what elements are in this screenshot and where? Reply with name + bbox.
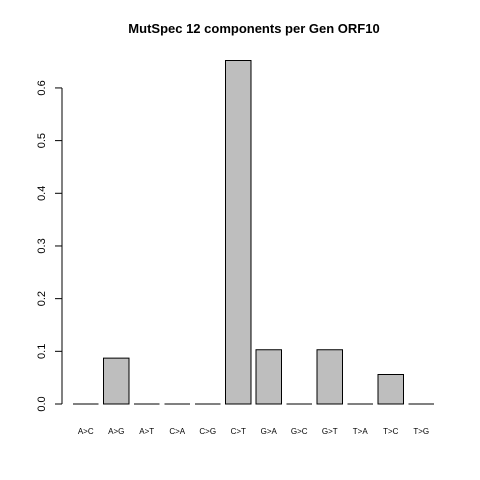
x-tick-label: C>G — [199, 427, 216, 436]
bar — [103, 357, 130, 405]
x-tick-label: A>T — [139, 427, 154, 436]
x-tick-label: T>C — [383, 427, 399, 436]
x-tick-label: T>G — [413, 427, 429, 436]
x-tick-label: G>A — [261, 427, 278, 436]
y-tick-label: 0.5 — [36, 133, 48, 148]
x-tick-label: G>C — [291, 427, 308, 436]
x-tick-label: G>T — [322, 427, 338, 436]
y-tick-label: 0.1 — [36, 344, 48, 359]
bar — [377, 374, 404, 405]
y-tick-label: 0.0 — [36, 396, 48, 411]
x-tick-label: T>A — [353, 427, 369, 436]
x-tick-label: C>A — [169, 427, 185, 436]
y-tick-label: 0.3 — [36, 238, 48, 253]
chart-title: MutSpec 12 components per Gen ORF10 — [128, 21, 379, 36]
x-tick-label: C>T — [231, 427, 246, 436]
x-tick-label: A>G — [108, 427, 124, 436]
y-tick-label: 0.2 — [36, 291, 48, 306]
bar — [255, 349, 282, 405]
bar — [225, 60, 252, 405]
y-tick-label: 0.6 — [36, 80, 48, 95]
y-tick-label: 0.4 — [36, 186, 48, 201]
x-tick-label: A>C — [78, 427, 94, 436]
bar — [316, 349, 343, 405]
